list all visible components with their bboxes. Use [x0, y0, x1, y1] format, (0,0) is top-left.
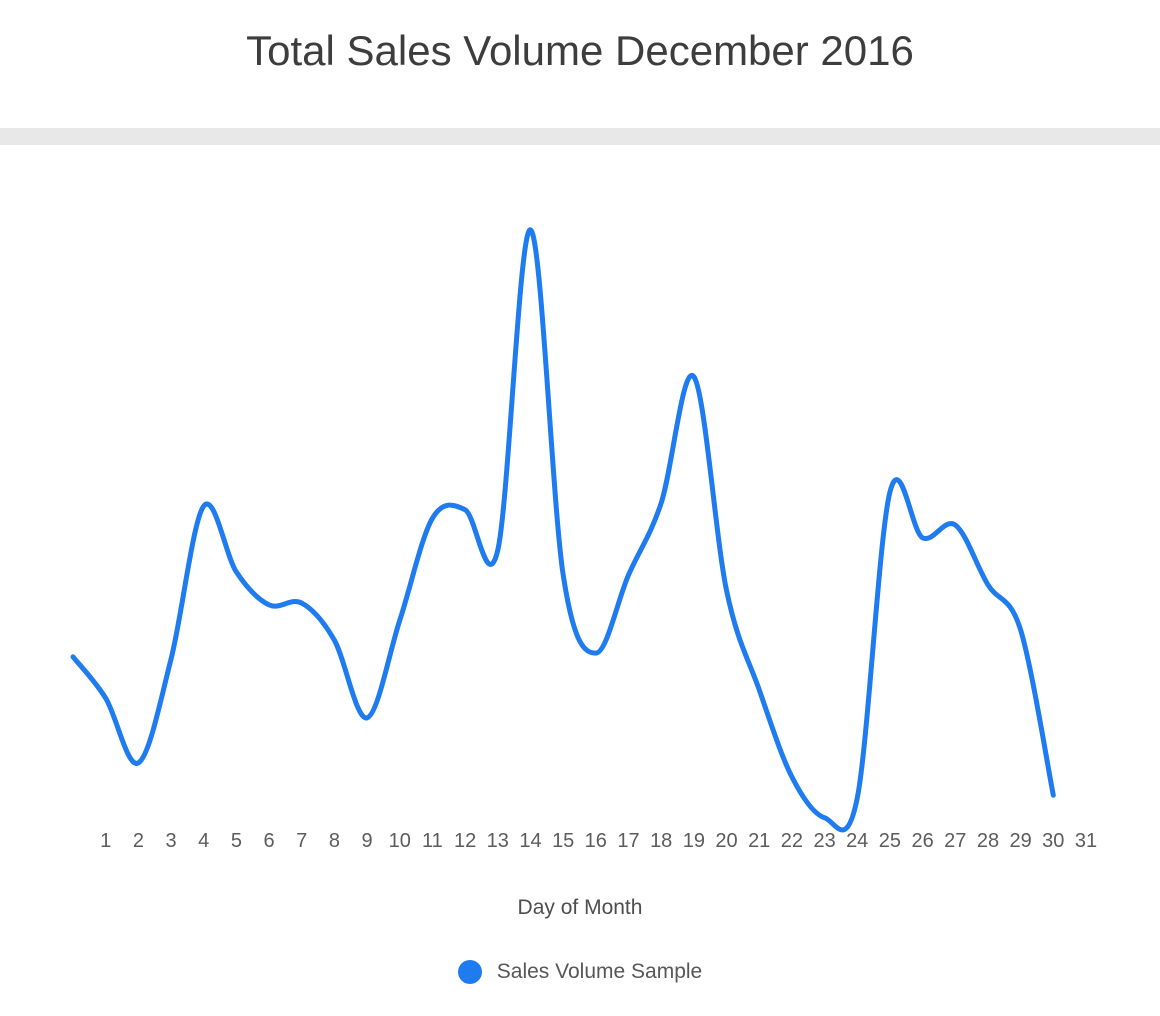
x-tick-label: 17 — [617, 830, 639, 852]
x-tick-label: 13 — [487, 830, 509, 852]
x-tick-label: 6 — [264, 830, 275, 852]
x-tick-label: 10 — [389, 830, 411, 852]
x-tick-label: 9 — [362, 830, 373, 852]
x-tick-label: 23 — [813, 830, 835, 852]
x-tick-label: 3 — [165, 830, 176, 852]
x-tick-label: 28 — [977, 830, 999, 852]
x-tick-label: 8 — [329, 830, 340, 852]
legend: Sales Volume Sample — [0, 960, 1160, 984]
legend-series-label: Sales Volume Sample — [496, 960, 703, 983]
x-tick-label: 12 — [454, 830, 476, 852]
x-tick-label: 30 — [1042, 830, 1064, 852]
legend-series-dot-icon — [457, 960, 482, 984]
x-tick-label: 15 — [552, 830, 574, 852]
x-tick-label: 24 — [846, 830, 868, 852]
x-tick-label: 4 — [198, 830, 209, 852]
x-tick-label: 22 — [781, 830, 803, 852]
x-axis-title: Day of Month — [517, 896, 643, 919]
x-tick-label: 14 — [519, 830, 541, 852]
sales-volume-line[interactable] — [70, 227, 1056, 833]
divider-bar — [0, 128, 1160, 145]
x-tick-label: 20 — [715, 830, 737, 852]
x-tick-label: 7 — [296, 830, 307, 852]
x-tick-label: 11 — [422, 830, 443, 852]
line-chart-svg: 1 2 3 4 5 6 7 8 9 10 11 12 13 14 15 16 17 18 19 20 21 22 23 24 2… — [70, 227, 1097, 852]
x-tick-label: 18 — [650, 830, 672, 852]
x-tick-label: 1 — [100, 830, 111, 852]
x-tick-label: 27 — [944, 830, 966, 852]
x-tick-label: 19 — [683, 830, 705, 852]
x-tick-label: 31 — [1075, 830, 1097, 852]
x-tick-label: 16 — [585, 830, 607, 852]
x-tick-label: 29 — [1009, 830, 1031, 852]
x-tick-label: 25 — [879, 830, 901, 852]
x-tick-label: 5 — [231, 830, 242, 852]
x-axis-ticks: 1 2 3 4 5 6 7 8 9 10 11 12 13 14 15 16 17 18 19 20 21 22 23 24 2… — [100, 830, 1097, 852]
x-tick-label: 26 — [911, 830, 933, 852]
x-tick-label: 2 — [133, 830, 144, 852]
x-tick-label: 21 — [748, 830, 770, 852]
chart-title: Total Sales Volume December 2016 — [246, 27, 914, 74]
